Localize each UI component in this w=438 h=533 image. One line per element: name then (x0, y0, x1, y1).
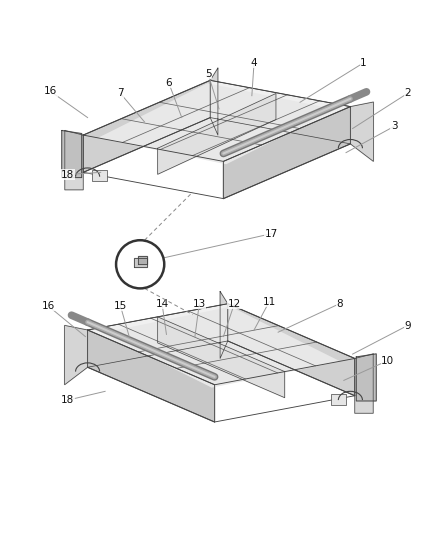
Polygon shape (138, 256, 147, 264)
Text: 11: 11 (263, 296, 276, 306)
Polygon shape (134, 257, 147, 267)
Text: 1: 1 (360, 58, 367, 68)
Text: 7: 7 (117, 88, 124, 99)
Polygon shape (228, 304, 355, 395)
Polygon shape (88, 330, 215, 422)
Text: 2: 2 (404, 88, 411, 99)
Text: 5: 5 (205, 69, 212, 79)
Polygon shape (83, 80, 210, 172)
Text: 16: 16 (44, 86, 57, 96)
Bar (331, 394, 346, 405)
Polygon shape (83, 80, 350, 161)
Text: 8: 8 (336, 298, 343, 309)
Text: 3: 3 (391, 122, 398, 131)
Polygon shape (158, 317, 285, 398)
Polygon shape (65, 292, 228, 385)
Polygon shape (355, 354, 373, 413)
Text: 6: 6 (165, 77, 172, 87)
Text: 18: 18 (61, 169, 74, 180)
Text: 18: 18 (61, 395, 74, 405)
Text: 14: 14 (155, 298, 169, 309)
Polygon shape (356, 354, 376, 401)
Bar (92, 171, 107, 181)
Circle shape (116, 240, 164, 288)
Polygon shape (98, 83, 336, 164)
Text: 10: 10 (381, 356, 394, 366)
Text: 17: 17 (265, 229, 278, 239)
Text: 9: 9 (404, 321, 411, 330)
Polygon shape (210, 68, 373, 161)
Text: 4: 4 (251, 58, 258, 68)
Polygon shape (102, 306, 340, 387)
Polygon shape (88, 304, 355, 385)
Polygon shape (158, 93, 276, 174)
Text: 15: 15 (114, 301, 127, 311)
Text: 16: 16 (42, 301, 55, 311)
Polygon shape (65, 131, 83, 190)
Polygon shape (223, 107, 350, 199)
Polygon shape (62, 131, 81, 177)
Text: 13: 13 (193, 298, 206, 309)
Text: 12: 12 (228, 298, 241, 309)
